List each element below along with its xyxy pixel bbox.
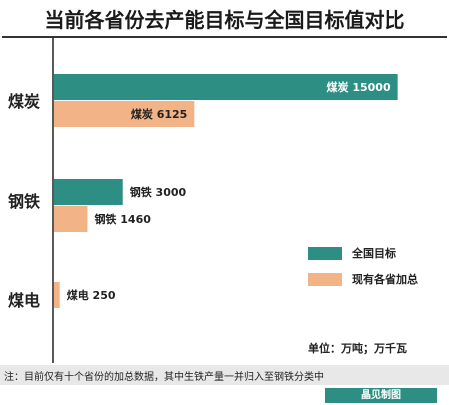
data-label: 煤炭 15000 <box>327 80 391 94</box>
data-label: 钢铁 3000 <box>130 185 187 199</box>
legend-swatch-provincial <box>308 272 342 286</box>
legend-swatch-national <box>308 246 342 260</box>
bar-national <box>54 179 123 205</box>
bar-provincial <box>54 101 195 127</box>
title-rule <box>2 36 447 38</box>
category-label: 煤炭 <box>8 92 40 111</box>
credit-badge: 晶见制图 <box>325 388 437 403</box>
legend-item-national: 全国目标 <box>308 240 418 266</box>
bar-provincial <box>54 206 88 232</box>
unit-label: 单位：万吨；万千瓦 <box>308 342 407 355</box>
bar-national <box>54 74 398 100</box>
data-label: 煤炭 6125 <box>131 107 187 121</box>
data-label: 钢铁 1460 <box>94 212 151 226</box>
legend: 全国目标 现有各省加总 <box>308 240 418 292</box>
legend-item-provincial: 现有各省加总 <box>308 266 418 292</box>
bar-provincial <box>54 282 60 308</box>
legend-label-provincial: 现有各省加总 <box>352 273 418 286</box>
chart-title: 当前各省份去产能目标与全国目标值对比 <box>44 8 405 32</box>
bar-chart: 煤炭 煤炭 15000 煤炭 6125 钢铁 钢铁 3000 钢铁 1460 煤电 煤电 25… <box>8 38 398 363</box>
category-label: 钢铁 <box>8 192 40 211</box>
footnote-bar: 注：目前仅有十个省份的加总数据，其中生铁产量一并归入至钢铁分类中 <box>0 365 449 385</box>
data-label: 煤电 250 <box>67 288 116 302</box>
legend-label-national: 全国目标 <box>352 247 396 260</box>
category-label: 煤电 <box>8 291 40 310</box>
footnote: 注：目前仅有十个省份的加总数据，其中生铁产量一并归入至钢铁分类中 <box>4 372 324 383</box>
